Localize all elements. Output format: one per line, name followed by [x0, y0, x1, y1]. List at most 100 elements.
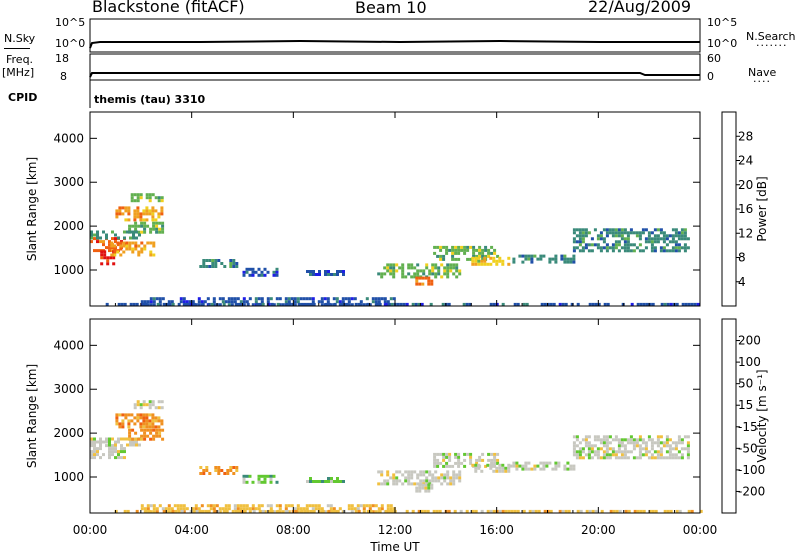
colorbar-frame	[721, 318, 737, 514]
range-cell	[662, 444, 666, 448]
range-cell	[626, 240, 630, 244]
range-cell	[152, 300, 156, 304]
range-cell	[656, 240, 660, 244]
range-cell	[457, 251, 461, 255]
range-cell	[387, 509, 391, 513]
range-cell	[493, 251, 497, 255]
range-cell	[199, 466, 203, 469]
range-cell	[489, 302, 493, 306]
range-cell	[588, 302, 592, 306]
range-cell	[428, 269, 432, 273]
range-cell	[442, 257, 446, 261]
range-cell	[546, 302, 550, 306]
range-cell	[422, 479, 426, 483]
range-cell	[650, 447, 654, 451]
range-cell	[596, 447, 600, 451]
range-cell	[140, 250, 144, 254]
range-cell	[117, 302, 121, 306]
data-region	[133, 400, 164, 410]
range-cell	[648, 509, 652, 513]
range-cell	[108, 440, 111, 444]
range-cell	[129, 230, 132, 234]
range-cell	[327, 273, 330, 276]
range-cell	[495, 466, 499, 470]
range-cell	[330, 477, 333, 480]
range-cell	[124, 218, 128, 222]
range-cell	[281, 303, 285, 307]
range-cell	[430, 282, 434, 286]
range-cell	[543, 302, 547, 306]
range-cell	[475, 254, 479, 258]
range-cell	[554, 257, 558, 261]
range-cell	[623, 246, 627, 250]
range-cell	[415, 279, 419, 283]
range-cell	[202, 262, 206, 265]
range-cell	[386, 504, 390, 508]
range-cell	[572, 467, 576, 471]
range-cell	[303, 509, 307, 513]
range-cell	[133, 215, 137, 219]
range-cell	[454, 455, 458, 459]
range-cell	[148, 425, 152, 429]
range-cell	[111, 237, 114, 241]
range-cell	[599, 441, 603, 445]
range-cell	[161, 230, 165, 234]
range-cell	[647, 231, 651, 235]
range-cell	[431, 473, 435, 477]
range-cell	[311, 504, 315, 508]
range-cell	[161, 297, 165, 301]
range-cell	[386, 300, 390, 304]
range-cell	[230, 297, 234, 301]
range-cell	[666, 302, 670, 306]
nsky-tick-top: 10^5	[55, 16, 86, 29]
range-cell	[648, 302, 652, 306]
range-cell	[383, 479, 387, 483]
range-cell	[617, 447, 621, 451]
range-cell	[416, 473, 420, 477]
range-cell	[212, 297, 216, 301]
range-cell	[118, 425, 122, 429]
range-cell	[678, 509, 682, 513]
range-cell	[386, 263, 390, 267]
range-cell	[227, 303, 231, 307]
range-cell	[151, 215, 155, 219]
range-cell	[149, 437, 153, 441]
range-cell	[139, 416, 143, 420]
range-cell	[581, 240, 585, 244]
range-cell	[644, 237, 648, 241]
range-cell	[469, 257, 473, 261]
power-ylabel: Slant Range [km]	[25, 157, 39, 261]
range-cell	[275, 273, 279, 277]
range-cell	[148, 422, 152, 426]
range-cell	[445, 248, 449, 252]
range-cell	[445, 461, 449, 465]
range-cell	[127, 209, 131, 213]
range-cell	[239, 300, 243, 304]
range-cell	[96, 440, 99, 444]
range-cell	[578, 231, 582, 235]
range-cell	[90, 233, 93, 237]
range-cell	[344, 297, 348, 301]
range-cell	[666, 509, 670, 513]
range-cell	[309, 477, 312, 480]
range-cell	[158, 428, 162, 432]
range-cell	[209, 504, 213, 508]
range-cell	[647, 240, 651, 244]
range-cell	[127, 218, 131, 222]
range-cell	[140, 300, 144, 304]
range-cell	[123, 236, 126, 240]
range-cell	[419, 269, 423, 273]
range-cell	[389, 507, 393, 511]
colorbar-tick-label: -100	[738, 463, 765, 477]
range-cell	[164, 507, 168, 511]
range-cell	[242, 480, 246, 484]
range-cell	[490, 251, 494, 255]
range-cell	[481, 254, 485, 258]
range-cell	[620, 441, 624, 445]
range-cell	[590, 444, 594, 448]
colorbar-tick-label: 200	[738, 334, 761, 348]
range-cell	[113, 244, 117, 248]
range-cell	[143, 221, 147, 225]
data-region	[415, 276, 434, 286]
range-cell	[108, 443, 111, 447]
